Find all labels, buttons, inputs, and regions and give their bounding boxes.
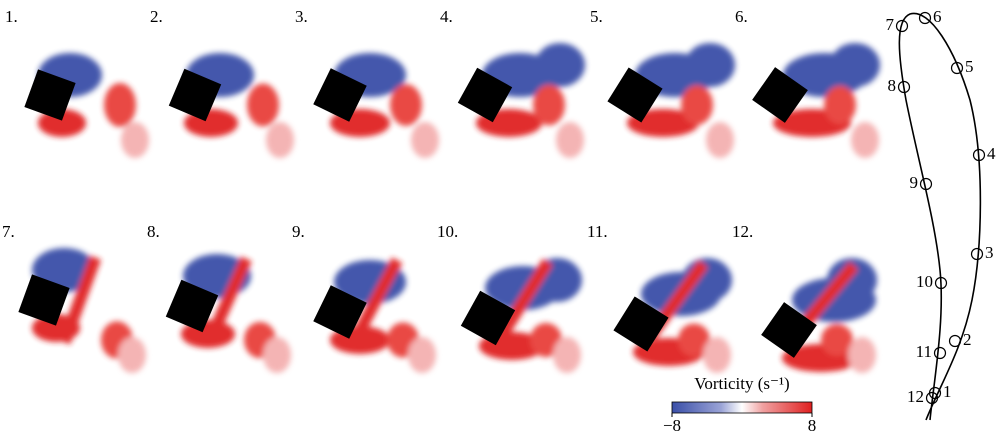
- panel-label: 9.: [292, 222, 305, 241]
- panel-label: 10.: [437, 222, 458, 241]
- colorbar: Vorticity (s⁻¹) −8 8: [663, 374, 816, 435]
- panel-label: 11.: [587, 222, 608, 241]
- positive-vortex: [104, 83, 136, 127]
- vorticity-panel: 11.: [587, 222, 732, 373]
- positive-vortex: [824, 86, 856, 125]
- weak-vorticity: [263, 337, 291, 373]
- weak-vorticity: [556, 122, 584, 158]
- trajectory-label: 4: [987, 144, 996, 163]
- trajectory-label: 11: [916, 342, 932, 361]
- positive-vortex: [390, 84, 422, 126]
- panel-label: 8.: [147, 222, 160, 241]
- negative-vortex: [830, 43, 880, 87]
- weak-vorticity: [848, 337, 876, 373]
- vorticity-panel: 12.: [732, 222, 877, 373]
- trajectory-label: 3: [985, 243, 994, 262]
- positive-vortex: [821, 324, 853, 356]
- positive-vortex: [533, 85, 565, 126]
- vorticity-panel: 10.: [437, 222, 582, 373]
- trajectory-marker: [950, 336, 961, 347]
- trajectory-label: 2: [963, 330, 972, 349]
- negative-vortex: [535, 43, 585, 87]
- panel-label: 6.: [735, 7, 748, 26]
- panel-label: 5.: [590, 7, 603, 26]
- figure: 1. 2. 3. 4. 5. 6. 7. 8. 9. 10. 11. 12. Vorticity (s…: [0, 0, 999, 438]
- weak-vorticity: [706, 122, 734, 158]
- colorbar-tick-label: −8: [663, 416, 681, 435]
- weak-vorticity: [851, 122, 879, 158]
- colorbar-scale: [672, 402, 812, 413]
- weak-vorticity: [118, 337, 146, 373]
- weak-vorticity: [408, 337, 436, 373]
- weak-vorticity: [411, 122, 439, 158]
- vorticity-panel: 2.: [150, 7, 294, 158]
- weak-vorticity: [121, 122, 149, 158]
- vorticity-panel: 4.: [440, 7, 585, 158]
- weak-vorticity: [266, 122, 294, 158]
- trajectory-label: 6: [933, 7, 942, 26]
- trajectory-label: 1: [943, 382, 952, 401]
- trajectory-label: 8: [888, 76, 897, 95]
- negative-vortex: [685, 43, 735, 87]
- trajectory-label: 9: [910, 173, 919, 192]
- panels: 1. 2. 3. 4. 5. 6. 7. 8. 9. 10. 11. 12.: [2, 7, 880, 373]
- colorbar-tick-label: 8: [808, 416, 817, 435]
- trajectory-marker: [935, 348, 946, 359]
- colorbar-label: Vorticity (s⁻¹): [694, 374, 789, 393]
- positive-vortex: [681, 85, 713, 125]
- vorticity-panel: 9.: [292, 222, 436, 373]
- trajectory-label: 7: [886, 15, 895, 34]
- panel-label: 3.: [295, 7, 308, 26]
- vorticity-panel: 3.: [295, 7, 439, 158]
- vorticity-panel: 1.: [5, 7, 149, 158]
- trajectory-label: 5: [965, 57, 974, 76]
- trajectory-marker: [972, 249, 983, 260]
- vorticity-panel: 7.: [2, 222, 146, 373]
- trajectory-label: 10: [916, 272, 933, 291]
- vorticity-panel: 5.: [590, 7, 735, 158]
- panel-label: 2.: [150, 7, 163, 26]
- vorticity-panel: 8.: [147, 222, 291, 373]
- weak-vorticity: [703, 337, 731, 373]
- trajectory-label: 12: [907, 387, 924, 406]
- weak-vorticity: [553, 337, 581, 373]
- panel-label: 12.: [732, 222, 753, 241]
- panel-label: 7.: [2, 222, 15, 241]
- panel-label: 4.: [440, 7, 453, 26]
- positive-vortex: [247, 84, 279, 127]
- panel-label: 1.: [5, 7, 18, 26]
- vorticity-panel: 6.: [735, 7, 880, 158]
